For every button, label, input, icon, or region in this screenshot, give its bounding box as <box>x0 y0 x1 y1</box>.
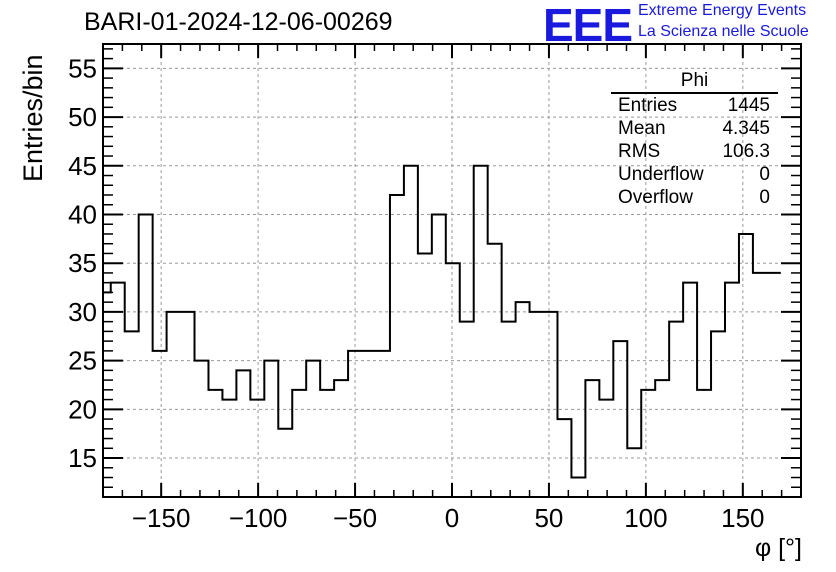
stats-label: Underflow <box>618 164 704 185</box>
y-tick-label: 15 <box>68 443 97 473</box>
stats-row-overflow: Overflow 0 <box>611 186 778 209</box>
stats-value: 0 <box>759 187 770 208</box>
plot-frame <box>102 43 802 498</box>
x-tick-label: 100 <box>624 503 667 533</box>
x-tick-label: 150 <box>721 503 764 533</box>
stats-row-entries: Entries 1445 <box>611 94 778 117</box>
stats-label: Mean <box>618 118 666 139</box>
x-axis-ticks: −150 −100 −50 0 50 100 150 <box>102 44 802 533</box>
stats-row-underflow: Underflow 0 <box>611 163 778 186</box>
x-tick-label: −150 <box>132 503 191 533</box>
stats-label: Overflow <box>618 187 693 208</box>
y-tick-label: 20 <box>68 394 97 424</box>
logo-line-1: Extreme Energy Events <box>638 2 807 19</box>
x-axis-label: φ [°] <box>754 534 802 562</box>
x-tick-label: −100 <box>229 503 288 533</box>
stats-value: 1445 <box>727 95 770 116</box>
stats-value: 0 <box>759 164 770 185</box>
y-axis-label-wrap: Entries/bin <box>0 54 48 182</box>
stats-value: 4.345 <box>722 118 770 139</box>
stats-label: Entries <box>618 95 678 116</box>
y-axis-ticks: 15 20 25 30 35 40 45 50 55 <box>68 48 801 489</box>
y-tick-label: 50 <box>68 102 97 132</box>
eee-logo: EEE <box>543 0 633 51</box>
stats-row-mean: Mean 4.345 <box>611 117 778 140</box>
stats-box: Phi Entries 1445 Mean 4.345 RMS 106.3 Un… <box>611 70 778 209</box>
y-tick-label: 55 <box>68 53 97 83</box>
y-tick-label: 30 <box>68 297 97 327</box>
stats-row-rms: RMS 106.3 <box>611 140 778 163</box>
x-tick-label: 0 <box>445 503 459 533</box>
x-tick-label: 50 <box>534 503 563 533</box>
y-tick-label: 45 <box>68 151 97 181</box>
stats-label: RMS <box>618 141 661 162</box>
histogram-series-line <box>103 164 781 479</box>
y-tick-label: 40 <box>68 199 97 229</box>
stats-title: Phi <box>611 70 778 94</box>
logo-line-2: La Scienza nelle Scuole <box>638 23 809 40</box>
x-tick-label: −50 <box>333 503 377 533</box>
chart-title: BARI-01-2024-12-06-00269 <box>84 8 393 36</box>
y-tick-label: 25 <box>68 346 97 376</box>
y-axis-label: Entries/bin <box>18 54 48 182</box>
stats-value: 106.3 <box>722 141 770 162</box>
y-tick-label: 35 <box>68 248 97 278</box>
